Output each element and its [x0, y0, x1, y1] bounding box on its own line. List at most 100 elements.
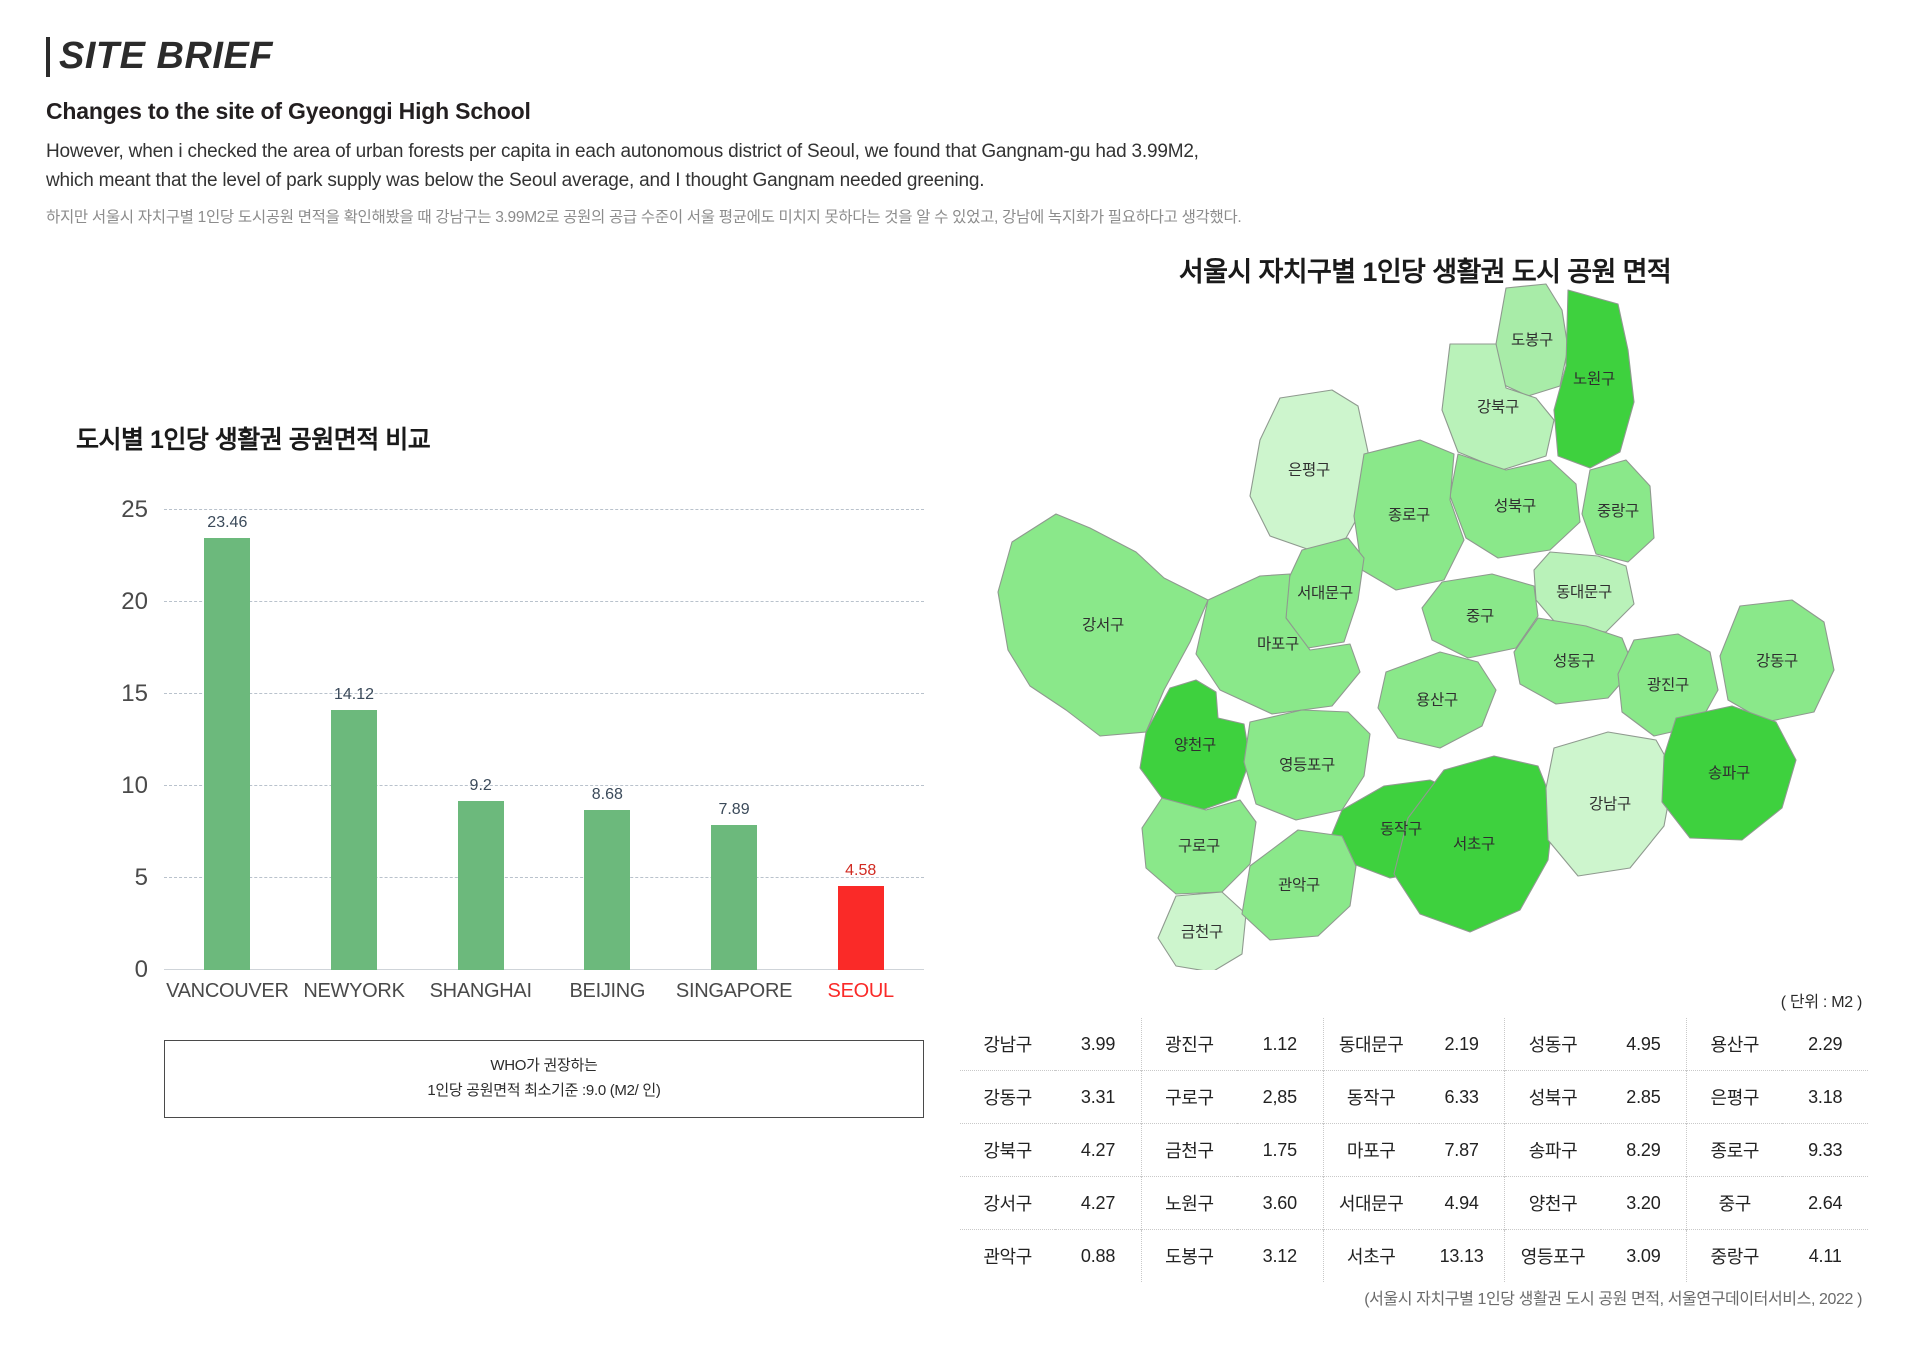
table-column-separator [1322, 1018, 1324, 1071]
table-column-separator [1141, 1229, 1142, 1282]
chart-gridline: 15 [121, 680, 924, 707]
map-district-seongdong[interactable] [1513, 617, 1635, 705]
intro-line-1: However, when i checked the area of urba… [46, 141, 1199, 162]
map-district-guro[interactable] [1141, 797, 1257, 895]
map-label-동대문구: 동대문구 [1556, 583, 1612, 601]
table-row: 강동구 3.31 구로구 2,85 동작구 6.33 성북구 2.85 은평구 3.18 [960, 1070, 1868, 1124]
intro-paragraph-ko: 하지만 서울시 자치구별 1인당 도시공원 면적을 확인해봤을 때 강남구는 3… [46, 208, 1242, 226]
who-note-line-1: WHO가 권장하는 [490, 1057, 598, 1075]
title-accent-bar [46, 37, 50, 77]
table-cell-district-value: 0.88 [1080, 1245, 1116, 1266]
map-district-nowon[interactable] [1553, 289, 1635, 469]
table-cell-district-name: 서대문구 [1338, 1194, 1404, 1214]
chart-bar-singapore[interactable]: 7.89 [711, 801, 758, 970]
map-district-yeongdeungpo[interactable] [1243, 709, 1371, 821]
map-district-gangbuk[interactable] [1441, 343, 1555, 471]
map-label-양천구: 양천구 [1174, 736, 1216, 754]
map-district-geumcheon[interactable] [1157, 891, 1247, 970]
table-column-separator [1686, 1018, 1688, 1071]
table-cell-district-name: 송파구 [1528, 1141, 1578, 1161]
map-district-junggu[interactable] [1421, 573, 1539, 659]
table-cell-district-value: 1.12 [1262, 1033, 1297, 1054]
intro-paragraph-en: However, when i checked the area of urba… [46, 137, 1546, 196]
map-label-광진구: 광진구 [1647, 676, 1689, 694]
map-district-songpa[interactable] [1661, 705, 1797, 841]
map-label-강동구: 강동구 [1756, 652, 1798, 670]
map-label-중구: 중구 [1466, 608, 1494, 625]
table-cell-district-name: 동대문구 [1338, 1035, 1404, 1055]
table-cell-district-value: 3.18 [1808, 1086, 1843, 1107]
table-cell-district-name: 도봉구 [1165, 1247, 1214, 1267]
chart-y-tick-label: 15 [121, 680, 148, 707]
table-cell-district-name: 구로구 [1165, 1088, 1214, 1108]
map-district-dongdaemun[interactable] [1533, 551, 1635, 633]
chart-y-tick-label: 10 [121, 772, 148, 799]
chart-bar-beijing[interactable]: 8.68 [584, 786, 631, 970]
chart-bar-shanghai[interactable]: 9.2 [457, 777, 504, 970]
table-cell-district-value: 4.95 [1626, 1033, 1661, 1054]
map-district-yongsan[interactable] [1377, 651, 1497, 749]
map-label-서초구: 서초구 [1453, 835, 1495, 853]
table-row: 관악구 0.88 도봉구 3.12 서초구 13.13 영등포구 3.09 중랑구 4.11 [960, 1229, 1868, 1282]
chart-bar-value-label: 4.58 [845, 861, 877, 879]
map-label-중랑구: 중랑구 [1597, 502, 1639, 520]
table-cell-district-value: 8.29 [1626, 1139, 1661, 1160]
chart-bar-value-label: 8.68 [591, 786, 623, 804]
map-district-jungnang[interactable] [1581, 459, 1655, 563]
chart-bar-slot: 14.12 [291, 510, 418, 970]
map-label-동작구: 동작구 [1380, 820, 1422, 838]
map-district-jongno[interactable] [1353, 439, 1465, 591]
table-cell-district-value: 2.64 [1808, 1192, 1843, 1213]
table-column-separator [1504, 1070, 1506, 1124]
chart-x-label-shanghai: SHANGHAI [429, 980, 532, 1002]
table-cell-district-value: 3.12 [1262, 1245, 1297, 1266]
table-row: 강북구 4.27 금천구 1.75 마포구 7.87 송파구 8.29 종로구 9.33 [960, 1123, 1868, 1177]
map-district-gangseo[interactable] [997, 513, 1209, 737]
chart-title: 도시별 1인당 생활권 공원면적 비교 [76, 426, 431, 454]
chart-y-tick-label: 0 [134, 956, 148, 983]
table-column-separator [1504, 1123, 1506, 1177]
intro-line-2: which meant that the level of park suppl… [46, 170, 985, 192]
table-cell-district-value: 4.27 [1080, 1139, 1116, 1160]
chart-bar-vancouver[interactable]: 23.46 [204, 514, 251, 970]
map-label-노원구: 노원구 [1573, 370, 1615, 388]
map-district-seocho[interactable] [1393, 755, 1555, 933]
table-cell-district-value: 3.99 [1080, 1033, 1116, 1054]
chart-gridline: 5 [135, 864, 924, 891]
table-cell-district-name: 종로구 [1710, 1141, 1760, 1161]
map-district-gwanak[interactable] [1241, 829, 1357, 941]
table-cell-district-value: 2,85 [1262, 1086, 1297, 1107]
table-cell-district-value: 4.94 [1444, 1192, 1479, 1213]
table-cell-district-value: 6.33 [1444, 1086, 1479, 1107]
table-column-separator [1322, 1070, 1324, 1124]
chart-plot-area: 0 5 10 15 20 25 23.46 14.12 9.2 8.68 7.89 4.58 [121, 496, 924, 983]
table-cell-district-name: 강남구 [983, 1035, 1032, 1055]
map-label-강남구: 강남구 [1589, 795, 1631, 813]
table-cell-district-value: 13.13 [1439, 1245, 1484, 1266]
map-label-관악구: 관악구 [1278, 876, 1320, 894]
table-cell-district-value: 3.31 [1080, 1086, 1116, 1107]
chart-bar-slot: 23.46 [164, 510, 291, 970]
map-label-구로구: 구로구 [1178, 838, 1220, 855]
map-title: 서울시 자치구별 1인당 생활권 도시 공원 면적 [1178, 257, 1672, 287]
chart-bar-value-label: 14.12 [333, 686, 375, 704]
map-district-seongbuk[interactable] [1449, 453, 1581, 559]
map-district-gangdong[interactable] [1719, 599, 1835, 723]
source-citation: (서울시 자치구별 1인당 생활권 도시 공원 면적, 서울연구데이터서비스, … [1364, 1291, 1862, 1308]
chart-bar-newyork[interactable]: 14.12 [331, 686, 377, 970]
table-cell-district-name: 영등포구 [1520, 1247, 1586, 1267]
chart-gridline: 10 [121, 772, 924, 799]
map-district-gangnam[interactable] [1545, 731, 1675, 877]
chart-bar-seoul[interactable]: 4.58 [837, 862, 884, 970]
table-cell-district-name: 중랑구 [1710, 1247, 1760, 1267]
page-subtitle: Changes to the site of Gyeonggi High Sch… [46, 98, 531, 124]
table-cell-district-name: 은평구 [1710, 1088, 1760, 1108]
table-row: 강서구 4.27 노원구 3.60 서대문구 4.94 양천구 3.20 중구 2.64 [960, 1176, 1868, 1230]
table-cell-district-name: 금천구 [1165, 1141, 1214, 1161]
table-column-separator [1504, 1018, 1506, 1071]
chart-x-label-singapore: SINGAPORE [675, 980, 793, 1002]
table-column-separator [1686, 1176, 1688, 1230]
map-label-용산구: 용산구 [1416, 691, 1458, 709]
map-district-mapo[interactable] [1195, 573, 1361, 715]
chart-axis-line: 0 [135, 956, 924, 983]
